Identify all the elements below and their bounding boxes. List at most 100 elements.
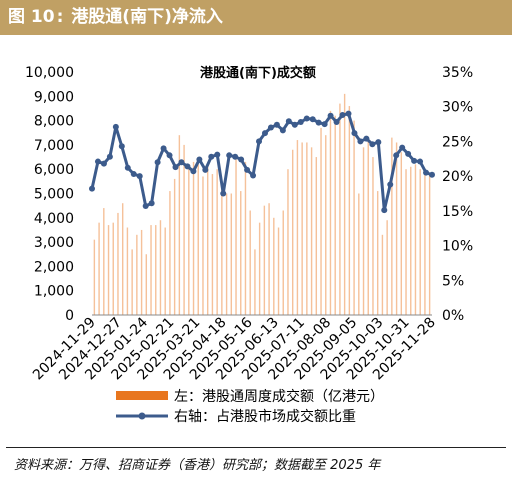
y-right-tick-label: 10% bbox=[442, 239, 473, 255]
bar bbox=[230, 193, 233, 315]
x-axis-labels: 2024-11-292024-12-272025-01-242025-02-21… bbox=[30, 314, 439, 383]
y-left-tick-label: 9,000 bbox=[34, 89, 74, 105]
bar bbox=[136, 234, 138, 315]
y-left-tick-label: 10,000 bbox=[25, 65, 74, 81]
line-point bbox=[118, 143, 125, 150]
bar bbox=[188, 169, 190, 315]
legend-line-marker bbox=[138, 412, 146, 420]
bar bbox=[126, 227, 129, 315]
bar bbox=[386, 220, 388, 315]
line-point bbox=[214, 151, 221, 158]
line-point bbox=[423, 169, 430, 176]
bar bbox=[391, 137, 393, 315]
line-point bbox=[327, 112, 334, 119]
line-series bbox=[89, 110, 435, 214]
bar bbox=[197, 164, 199, 315]
bar bbox=[254, 249, 256, 315]
bar bbox=[358, 193, 360, 315]
line-point bbox=[202, 166, 209, 173]
bar bbox=[164, 227, 166, 315]
line-point bbox=[256, 138, 263, 145]
bar bbox=[301, 142, 303, 315]
y-left-tick-label: 5,000 bbox=[34, 187, 74, 203]
line-point bbox=[429, 171, 435, 178]
bar bbox=[112, 222, 114, 315]
bar bbox=[173, 178, 176, 315]
line-point bbox=[112, 123, 119, 130]
y-right-tick-label: 25% bbox=[442, 134, 473, 150]
bar bbox=[178, 135, 181, 315]
bar bbox=[282, 210, 284, 315]
line-point bbox=[226, 152, 233, 159]
bar bbox=[202, 176, 204, 315]
line-point bbox=[250, 172, 257, 179]
y-left-tick-label: 2,000 bbox=[34, 259, 74, 275]
bar bbox=[381, 234, 384, 315]
line-point bbox=[399, 144, 406, 151]
chart-title: 港股通(南下)成交额 bbox=[200, 65, 316, 81]
bar bbox=[183, 144, 185, 315]
bar bbox=[410, 166, 412, 315]
line-point bbox=[166, 152, 173, 159]
bar bbox=[117, 212, 119, 315]
bar bbox=[263, 205, 266, 315]
bar bbox=[277, 227, 280, 315]
line-point bbox=[369, 141, 376, 148]
line-point bbox=[232, 153, 239, 160]
y-left-tick-label: 8,000 bbox=[34, 114, 74, 130]
bar bbox=[296, 140, 299, 315]
line-point bbox=[303, 115, 310, 122]
bar bbox=[150, 225, 152, 315]
figure-header: 图 10: 港股通(南下)净流入 bbox=[0, 0, 512, 35]
bar bbox=[98, 222, 100, 315]
bar bbox=[343, 93, 346, 315]
line-point bbox=[208, 153, 215, 160]
bar bbox=[93, 239, 96, 315]
line-point bbox=[89, 185, 95, 192]
line-point bbox=[285, 118, 292, 125]
bar bbox=[169, 191, 171, 315]
y-right-tick-label: 0% bbox=[442, 308, 464, 324]
bar bbox=[159, 220, 162, 315]
bar bbox=[325, 135, 327, 315]
figure-title: 港股通(南下)净流入 bbox=[71, 7, 223, 27]
bar bbox=[310, 147, 313, 315]
bar bbox=[216, 169, 218, 315]
line-point bbox=[351, 130, 358, 137]
axes: 0 1,000 2,000 3,000 4,000 5,000 6,000 7,000 8,00… bbox=[25, 65, 473, 324]
line-point bbox=[94, 158, 101, 165]
line-point bbox=[333, 118, 340, 125]
bar bbox=[329, 110, 332, 315]
line-point bbox=[142, 203, 149, 209]
line-point bbox=[279, 127, 286, 134]
line-point bbox=[220, 190, 227, 197]
bar bbox=[140, 229, 143, 315]
bar bbox=[211, 174, 214, 315]
line-point bbox=[196, 156, 203, 163]
y-left-tick-label: 0 bbox=[65, 308, 74, 324]
bar bbox=[372, 157, 374, 315]
bar bbox=[287, 169, 289, 315]
line-point bbox=[405, 150, 412, 157]
y-left-tick-label: 3,000 bbox=[34, 235, 74, 251]
bar bbox=[103, 208, 105, 315]
legend: 左：港股通周度成交额（亿港元） 右轴：占港股市场成交额比重 bbox=[116, 388, 384, 425]
bar bbox=[225, 193, 228, 315]
line-point bbox=[190, 168, 197, 175]
line-point bbox=[184, 163, 191, 170]
bar bbox=[192, 161, 195, 315]
line-point bbox=[154, 159, 161, 166]
bar bbox=[315, 157, 318, 315]
chart: 港股通(南下)成交额 0 1,000 2,000 3,000 4,000 5,000 6,0… bbox=[25, 65, 473, 425]
bar bbox=[376, 191, 379, 315]
bar bbox=[291, 149, 294, 315]
bar bbox=[353, 120, 355, 315]
bar bbox=[249, 210, 251, 315]
y-right-tick-label: 5% bbox=[442, 273, 464, 289]
line-point bbox=[148, 200, 155, 207]
legend-label: 左：港股通周度成交额（亿港元） bbox=[174, 388, 384, 405]
legend-bar-swatch bbox=[116, 391, 168, 400]
line-point bbox=[411, 157, 418, 164]
divider bbox=[6, 447, 506, 448]
line-point bbox=[297, 118, 304, 125]
